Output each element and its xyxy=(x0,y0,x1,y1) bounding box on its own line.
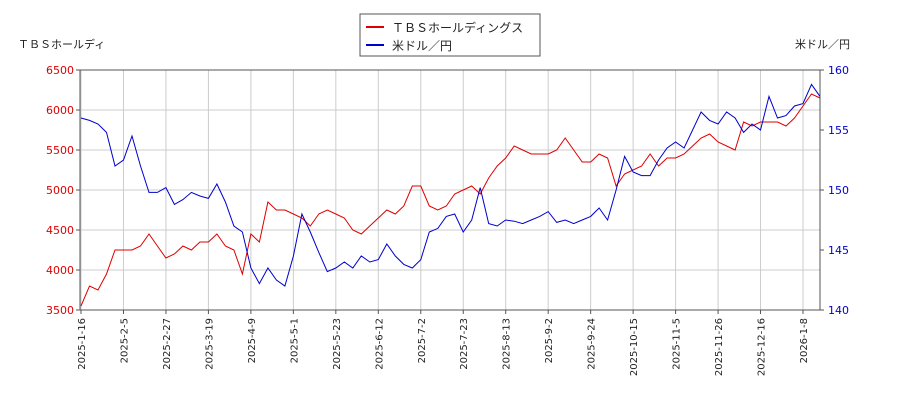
x-tick-label: 2025-11-5 xyxy=(672,318,683,370)
legend-box xyxy=(359,13,541,57)
x-tick-label: 2025-12-16 xyxy=(757,318,768,376)
legend-label: 米ドル／円 xyxy=(392,39,452,53)
x-tick-label: 2025-3-19 xyxy=(204,318,215,370)
x-tick-label: 2025-10-15 xyxy=(629,318,640,376)
x-tick-label: 2025-7-23 xyxy=(459,318,470,370)
series-line xyxy=(80,83,821,287)
y2-tick-label: 150 xyxy=(828,184,849,197)
y-tick-label: 6000 xyxy=(46,104,74,117)
y-tick-label: 5500 xyxy=(46,144,74,157)
x-tick-label: 2025-5-23 xyxy=(332,318,343,370)
y2-tick-label: 160 xyxy=(828,64,849,77)
y-axis-title: ＴＢＳホールディ xyxy=(18,37,105,51)
x-tick-label: 2025-1-16 xyxy=(77,318,88,370)
x-tick-label: 2025-2-27 xyxy=(162,318,173,370)
y2-tick-label: 145 xyxy=(828,244,849,257)
x-tick-label: 2026-1-8 xyxy=(799,318,810,363)
y2-tick-label: 140 xyxy=(828,304,849,317)
y-tick-label: 5000 xyxy=(46,184,74,197)
x-tick-label: 2025-8-13 xyxy=(502,318,513,370)
series-line xyxy=(80,93,821,307)
y2-tick-label: 155 xyxy=(828,124,849,137)
x-tick-label: 2025-5-1 xyxy=(289,318,300,363)
y2-axis-title: 米ドル／円 xyxy=(795,38,850,51)
x-tick-label: 2025-4-9 xyxy=(247,318,258,363)
y-tick-label: 3500 xyxy=(46,304,74,317)
x-tick-label: 2025-11-26 xyxy=(714,318,725,376)
x-tick-label: 2025-9-2 xyxy=(544,318,555,363)
x-tick-label: 2025-6-12 xyxy=(374,318,385,370)
x-tick-label: 2025-9-24 xyxy=(587,318,598,370)
y-tick-label: 4000 xyxy=(46,264,74,277)
x-tick-label: 2025-7-2 xyxy=(417,318,428,363)
x-tick-label: 2025-2-5 xyxy=(119,318,130,363)
y-tick-label: 4500 xyxy=(46,224,74,237)
y-tick-label: 6500 xyxy=(46,64,74,77)
legend-label: ＴＢＳホールディングス xyxy=(392,20,523,35)
